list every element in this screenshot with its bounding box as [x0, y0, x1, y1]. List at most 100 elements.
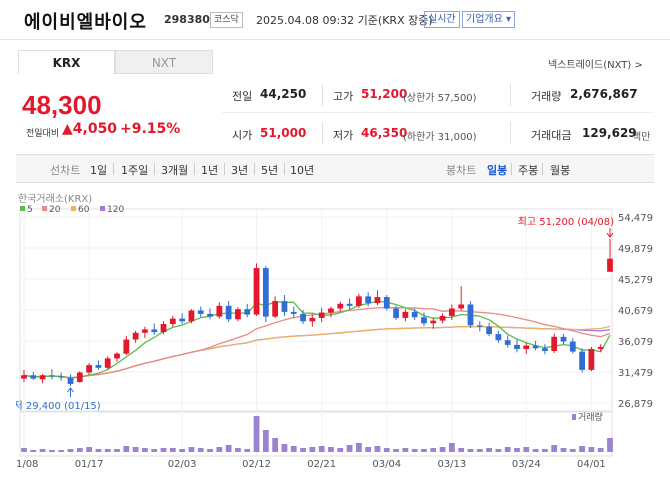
volume-bar: [532, 449, 539, 452]
x-tick-label: 03/13: [437, 459, 466, 470]
divider: [194, 163, 195, 175]
stock-code: 298380: [164, 13, 210, 26]
divider: [113, 163, 114, 175]
volume-bar: [39, 449, 46, 452]
candle-weekly[interactable]: 주봉: [518, 164, 539, 177]
candle-body: [551, 336, 558, 351]
volume-bar: [560, 448, 567, 452]
candle-body: [504, 340, 511, 345]
high-arrowhead: [606, 232, 614, 238]
volume-bar: [328, 447, 334, 452]
tab-nxt[interactable]: NXT: [115, 50, 213, 74]
candle-body: [542, 348, 548, 351]
nextrade-link[interactable]: 넥스트레이드(NXT) >: [548, 60, 643, 71]
volume-bar: [169, 448, 176, 452]
volume-bar: [207, 449, 213, 452]
candle-body: [421, 317, 427, 324]
period-5y[interactable]: 5년: [261, 164, 279, 177]
volume-bar: [235, 448, 241, 452]
divider: [154, 163, 155, 175]
candle-body: [486, 326, 492, 335]
timestamp: 2025.04.08 09:32 기준(KRX 장중): [256, 14, 433, 27]
candle-body: [207, 313, 213, 317]
company-overview-button[interactable]: 기업개요 ▾: [462, 11, 515, 28]
volume-legend-swatch: [572, 414, 576, 420]
period-1w[interactable]: 1주일: [121, 164, 149, 177]
tab-krx[interactable]: KRX: [18, 50, 115, 74]
candle-body: [21, 375, 27, 379]
divider: [322, 84, 323, 106]
x-tick-label: 01/08: [16, 459, 38, 470]
volume-bar: [495, 449, 502, 452]
volume-bar: [86, 447, 92, 452]
candle-body: [179, 318, 186, 322]
volume-bar: [514, 448, 520, 452]
period-10y[interactable]: 10년: [290, 164, 315, 177]
y-tick-label: 49,879: [618, 244, 653, 255]
volume-bar: [123, 446, 130, 452]
candle-chart-label: 봉차트: [446, 164, 477, 177]
high-label: 고가: [333, 90, 354, 103]
volume-bar: [411, 449, 418, 452]
volume-bar: [346, 445, 353, 452]
volume-bar: [76, 448, 83, 452]
volume-bar: [197, 448, 204, 452]
volume-bar: [188, 447, 195, 452]
candle-body: [328, 308, 334, 313]
candle-body: [132, 332, 139, 340]
volume-bar: [309, 447, 316, 452]
period-1d[interactable]: 1일: [90, 164, 108, 177]
volume-bar: [151, 449, 158, 452]
chart-grid: [19, 208, 613, 457]
volume-bar: [281, 444, 288, 452]
candle-monthly[interactable]: 월봉: [550, 164, 571, 177]
prev-close-label: 전일: [232, 90, 253, 103]
change-amount: ▲4,050: [62, 121, 118, 137]
y-tick-label: 45,279: [618, 275, 653, 286]
candle-body: [169, 318, 176, 325]
candle-body: [216, 305, 223, 317]
candle-body: [393, 308, 399, 318]
candle-daily[interactable]: 일봉: [487, 164, 508, 177]
volume-bar: [67, 449, 74, 452]
candle-body: [374, 297, 381, 304]
candle-body: [495, 334, 502, 341]
x-tick-label: 02/12: [242, 459, 271, 470]
candle-body: [579, 351, 585, 370]
open-label: 시가: [232, 129, 253, 142]
divider: [224, 163, 225, 175]
volume-bar: [225, 445, 232, 452]
period-3m[interactable]: 3개월: [161, 164, 189, 177]
period-1y[interactable]: 1년: [201, 164, 219, 177]
volume-bar: [439, 447, 446, 452]
legend-label: 5: [27, 205, 33, 215]
y-tick-label: 36,079: [618, 337, 653, 348]
ma5-line: [23, 300, 611, 379]
divider: [511, 163, 512, 175]
candle-body: [281, 301, 288, 312]
volume-bar: [597, 448, 604, 452]
volume-bar: [579, 446, 585, 452]
volume-bar: [318, 446, 325, 452]
candle-body: [560, 336, 567, 342]
volume-bar: [374, 446, 381, 452]
volume-bar: [244, 449, 251, 452]
divider: [322, 122, 323, 144]
chart-source-label: 한국거래소(KRX): [18, 193, 92, 205]
market-badge: 코스닥: [210, 12, 243, 28]
candle-body: [58, 376, 65, 378]
volume-bar: [262, 430, 269, 452]
period-3y[interactable]: 3년: [231, 164, 249, 177]
candle-body: [160, 324, 167, 333]
realtime-button[interactable]: 실시간: [424, 11, 460, 28]
legend-swatch: [100, 206, 105, 211]
candle-body: [253, 268, 260, 315]
volume-bar: [95, 449, 102, 452]
volume-bar: [253, 416, 260, 452]
candle-body: [597, 346, 604, 349]
candle-body: [95, 365, 102, 368]
volume-bar: [216, 447, 223, 452]
legend-label: 120: [107, 205, 124, 215]
volume-bar: [300, 448, 306, 452]
volume-bar: [49, 450, 55, 452]
